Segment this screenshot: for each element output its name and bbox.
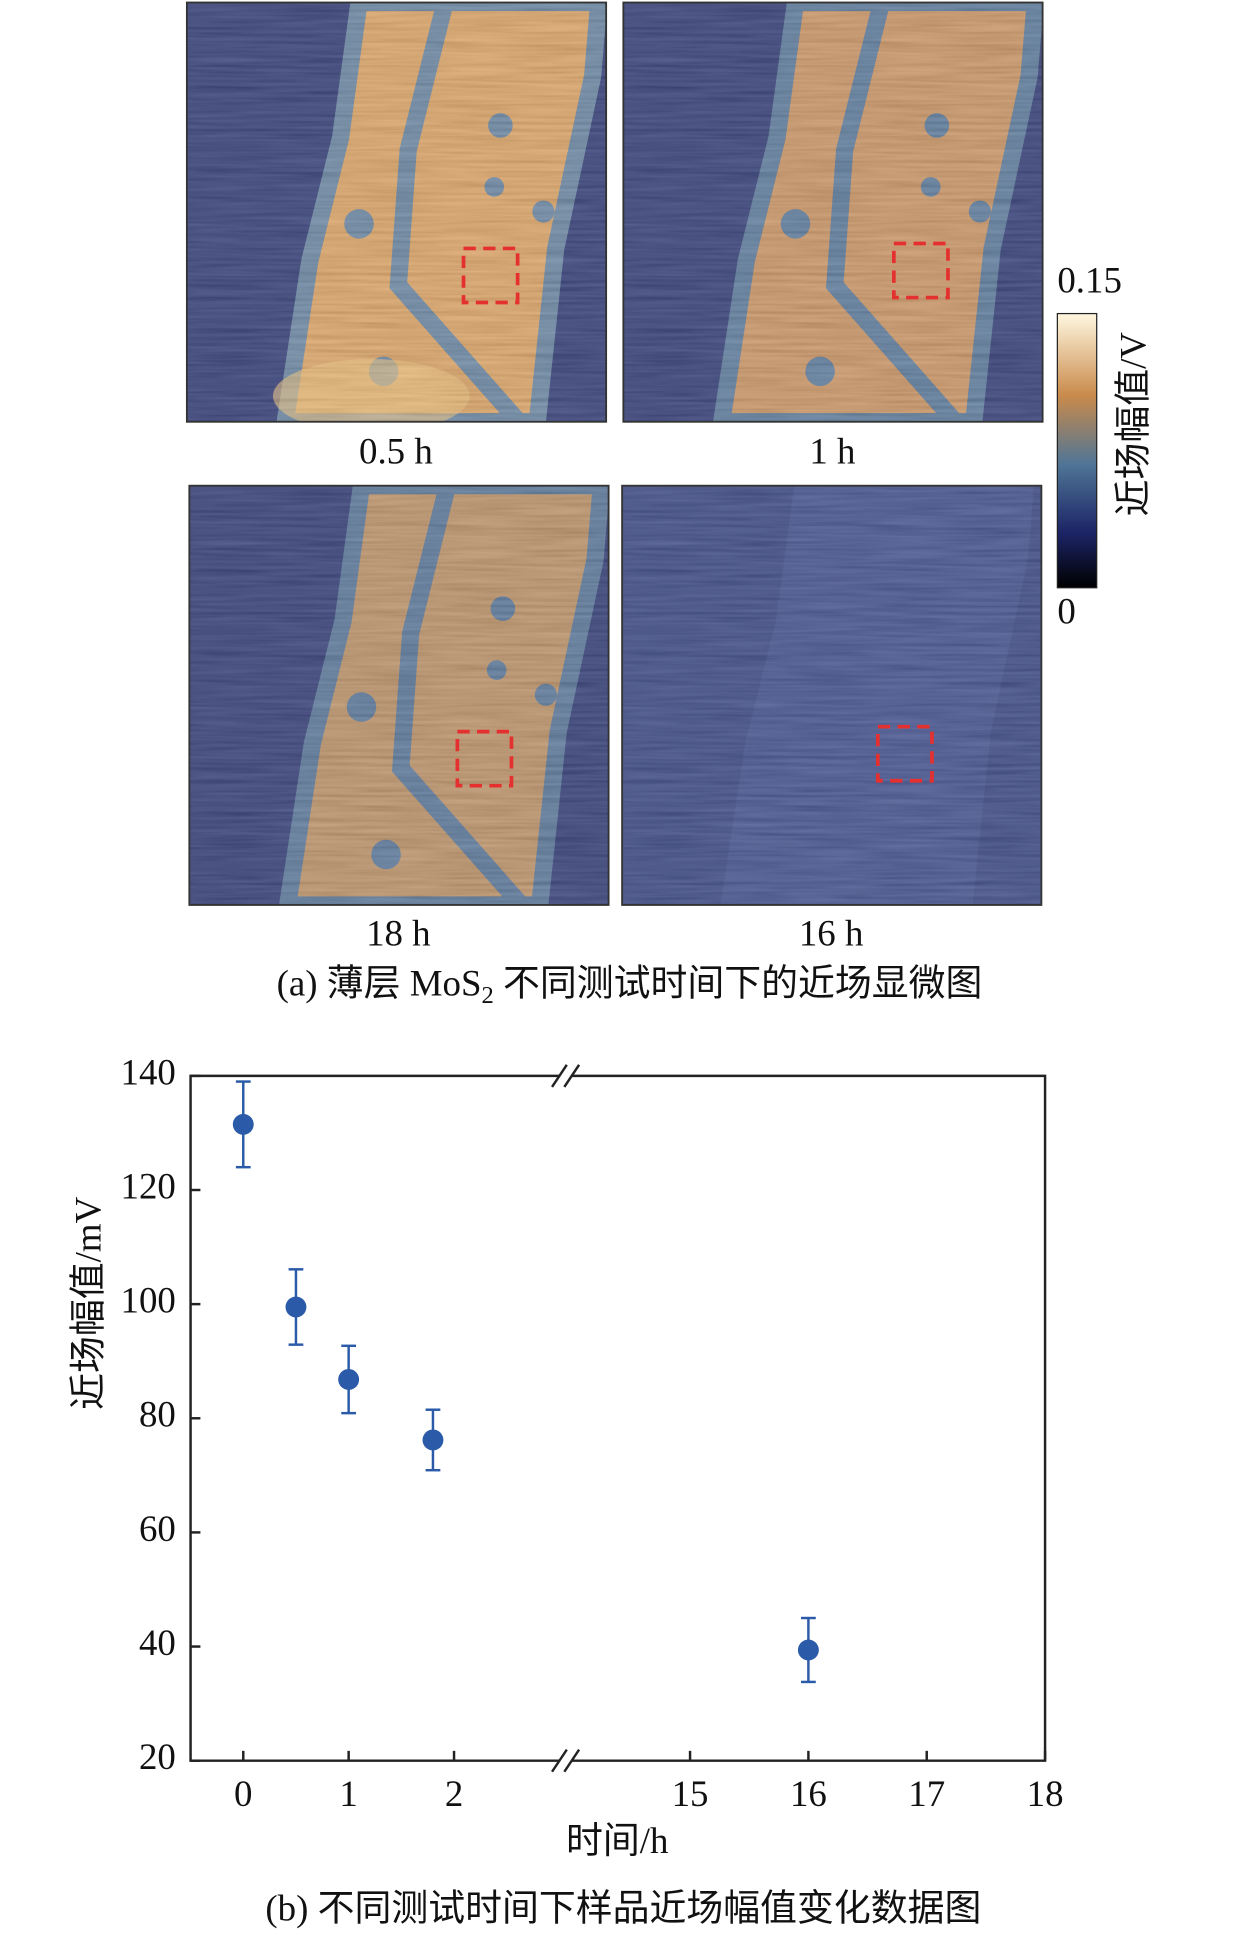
micrograph-image [622,485,1042,905]
frame [185,1,608,423]
x-tick-label: 18 [1027,1773,1064,1814]
x-tick-label: 15 [672,1773,709,1814]
x-tick-label: 2 [445,1773,463,1814]
micrograph [622,1,1044,423]
axis-break [563,1064,581,1088]
axis-break [563,1748,581,1773]
colorbar-tick-label: 0.15 [1057,260,1122,301]
colorbar-tick-label: 0 [1057,590,1075,631]
x-tick-label: 1 [339,1773,357,1814]
y-tick-label: 60 [139,1508,176,1549]
axis-break [551,1748,568,1773]
noise [622,485,1042,905]
roi [891,241,950,300]
chart: 20 40 60 80 100 120 140 0 1 2 15 16 17 18 时间/h 近场幅值/mV (… [68,1051,1064,1929]
micrograph [185,1,608,423]
y-axis-label: 近场幅值/mV [68,1196,109,1409]
y-tick-label: 120 [121,1165,176,1206]
y-tick-label: 80 [139,1394,176,1435]
y-tick-label: 40 [139,1622,176,1663]
caption-a: (a) 薄层 MoS2 不同测试时间下的近场显微图 [277,963,983,1009]
micrographs: 0.5 h 1 h 18 h 16 h [185,1,1044,953]
colorbar [1056,312,1098,589]
y-tick-label: 20 [139,1736,176,1777]
noise [189,485,609,905]
panel-label: 18 h [366,912,431,953]
caption-a-sub: 2 [481,982,493,1009]
panel-label: 0.5 h [359,430,433,471]
micrograph-image [623,2,1043,422]
micrograph [188,484,610,906]
micrograph-image [186,2,607,422]
axis-break [551,1064,568,1088]
frame [188,484,610,906]
frame [622,1,1044,423]
noise [623,2,1043,422]
caption-a-part: (a) 薄层 MoS [277,963,482,1005]
point [797,1639,819,1661]
roi [461,246,520,305]
caption-a-part: 不同测试时间下的近场显微图 [494,963,983,1004]
point [338,1369,360,1390]
noise [186,2,607,422]
point [285,1296,307,1318]
axis-frame [189,1074,560,1762]
panel-label: 16 h [799,912,864,953]
x-tick-label: 17 [908,1773,945,1814]
colorbar-label: 近场幅值/V [1113,332,1154,517]
frame [621,484,1043,906]
caption-b: (b) 不同测试时间下样品近场幅值变化数据图 [265,1887,981,1929]
y-tick-label: 100 [121,1280,176,1321]
x-axis-label: 时间/h [566,1820,668,1861]
roi [876,724,934,783]
roi [455,729,514,788]
y-tick-label: 140 [121,1051,176,1092]
point [422,1429,444,1451]
x-tick-label: 16 [790,1773,827,1814]
micrograph-image [189,485,609,905]
point [232,1113,254,1135]
micrograph [621,484,1043,906]
panel-label: 1 h [809,430,855,471]
x-tick-label: 0 [234,1773,252,1814]
